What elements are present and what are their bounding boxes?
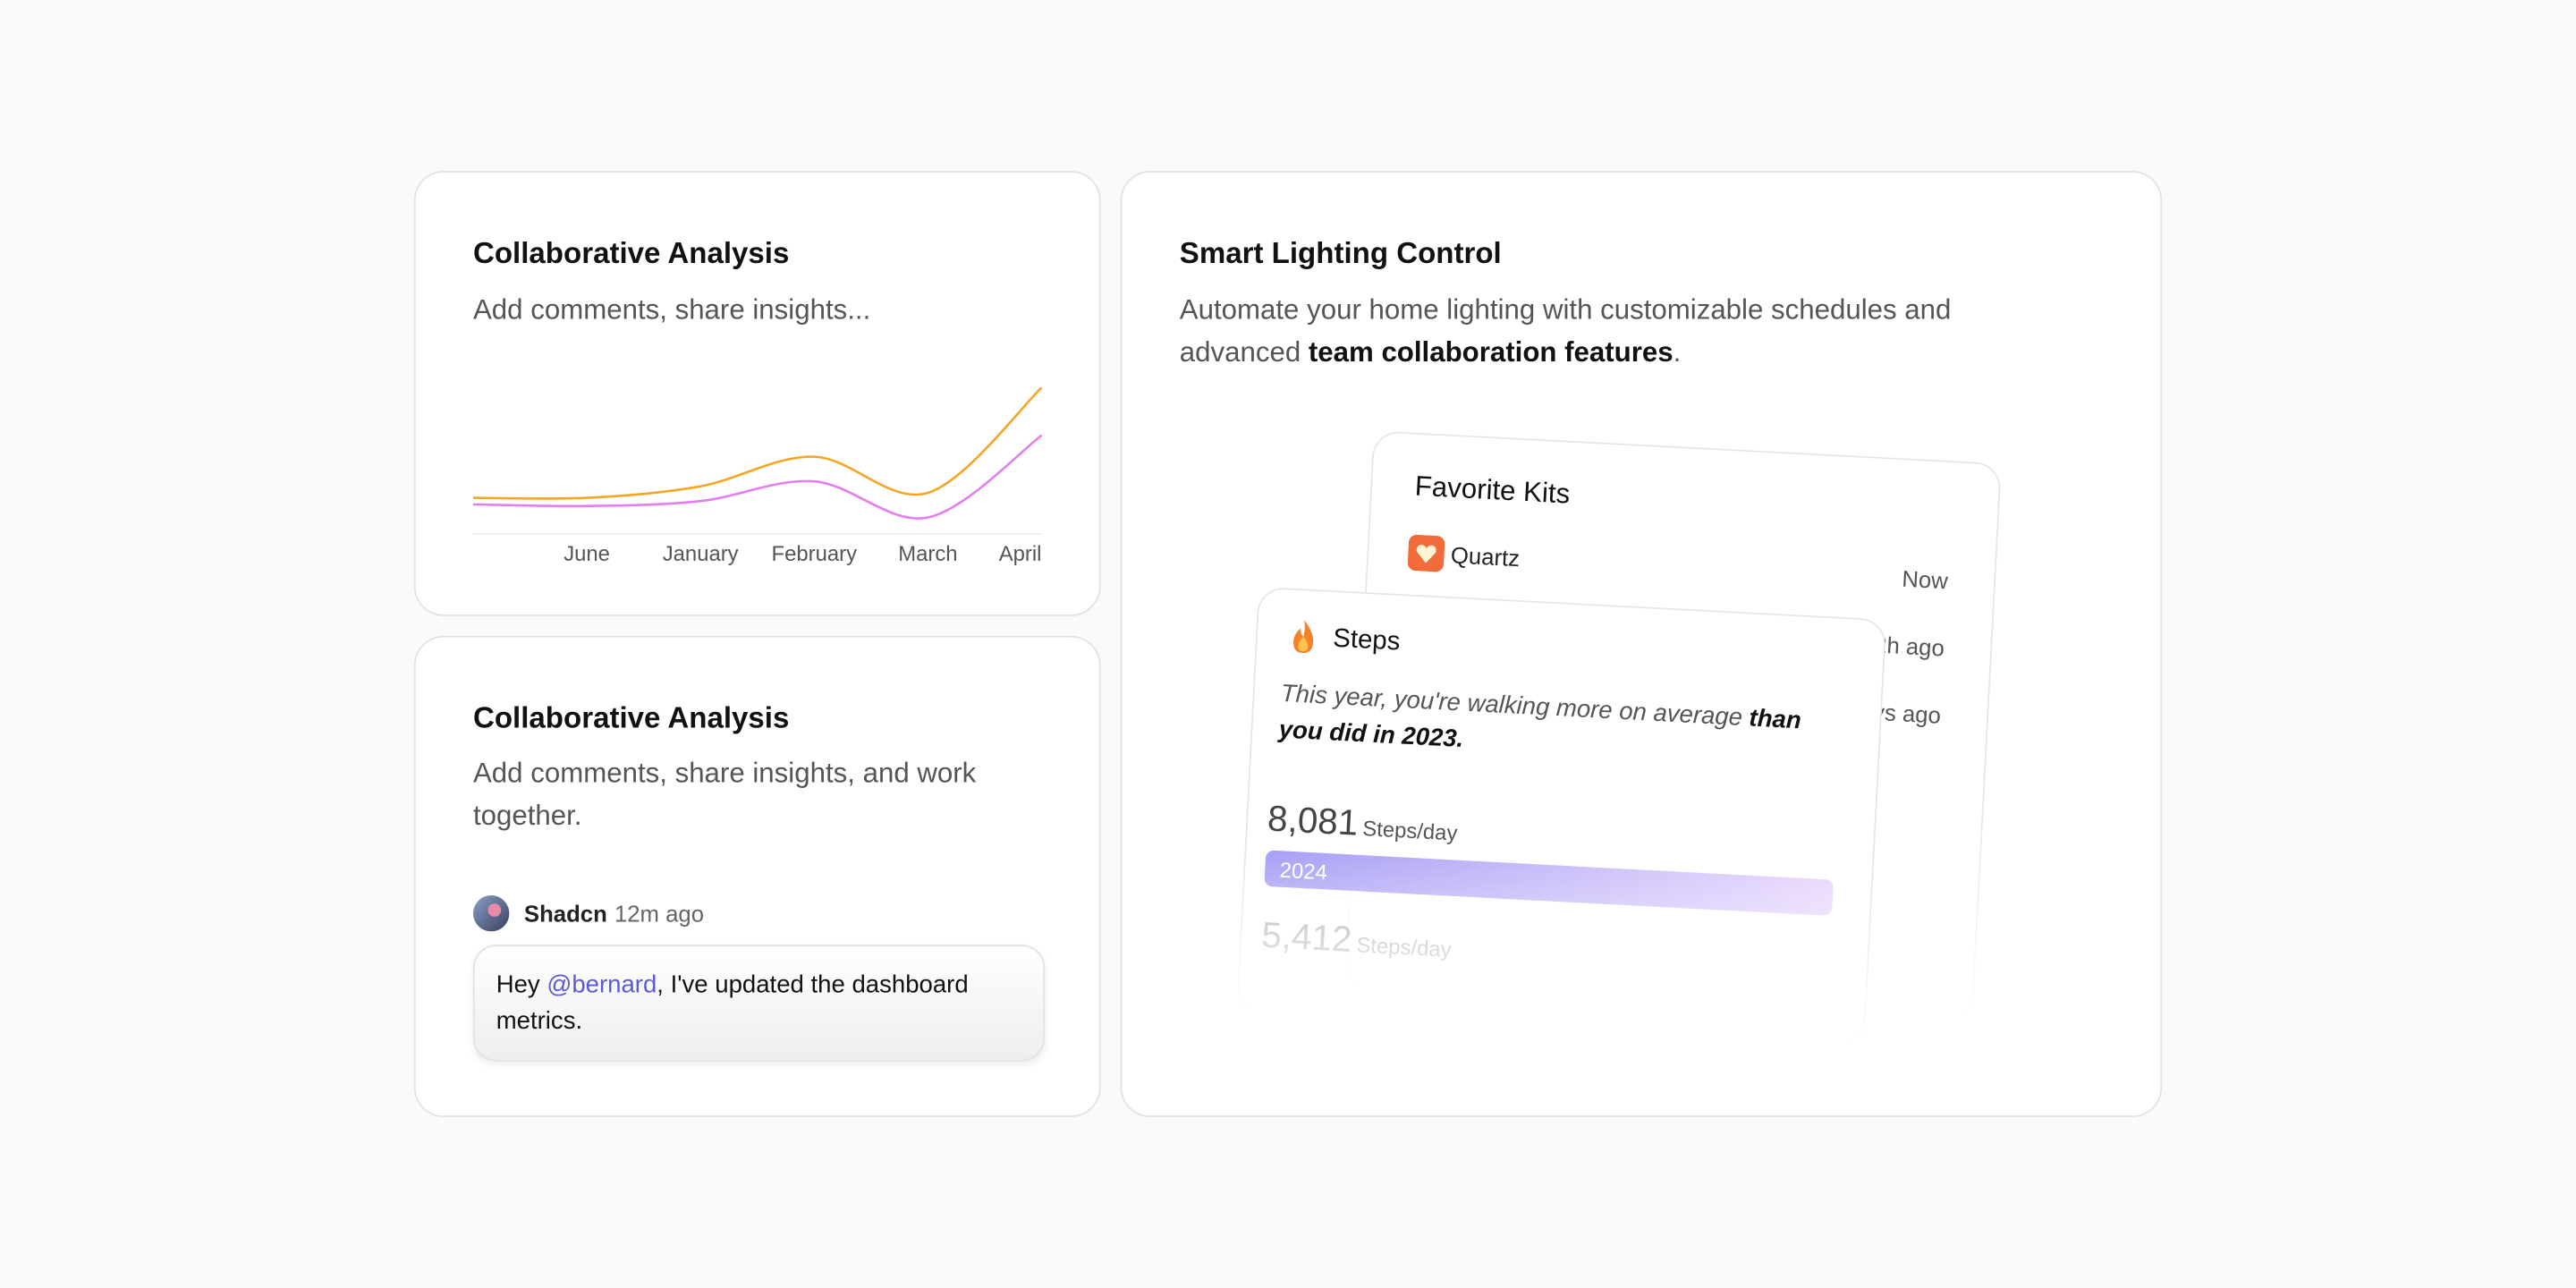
steps-card: Steps This year, you're walking more on … (1235, 586, 1887, 1046)
card-title: Collaborative Analysis (472, 236, 790, 270)
steps-unit: Steps/day (1355, 932, 1453, 962)
description-bold: team collaboration features (1308, 336, 1674, 369)
steps-current: 8,081 (1267, 797, 1360, 843)
comment-time: 12m ago (614, 900, 705, 927)
card-title: Collaborative Analysis (472, 701, 790, 735)
favorites-title: Favorite Kits (1413, 470, 1572, 510)
analysis-chart-card: Collaborative Analysis Add comments, sha… (413, 171, 1101, 616)
favorite-name: Quartz (1450, 541, 1521, 572)
steps-unit: Steps/day (1361, 815, 1459, 846)
card-subtitle: Add comments, share insights... (472, 293, 871, 326)
lighting-card: Smart Lighting Control Automate your hom… (1120, 171, 2163, 1117)
steps-year: 2024 (1279, 857, 1328, 885)
description-text: . (1673, 336, 1682, 369)
favorite-time: Now (1901, 564, 1949, 594)
avatar (472, 895, 510, 932)
comment-text: , I've updated the dashboard metrics. (496, 970, 969, 1036)
comment-bubble: Hey @bernard, I've updated the dashboard… (472, 945, 1046, 1062)
comment-text: Hey (496, 970, 547, 999)
steps-text: This year, you're walking more on averag… (1278, 676, 1848, 778)
comment-mention[interactable]: @bernard (547, 970, 657, 999)
analysis-comment-card: Collaborative Analysis Add comments, sha… (413, 635, 1101, 1117)
steps-title: Steps (1332, 624, 1402, 657)
steps-previous: 5,412 (1260, 913, 1353, 961)
quartz-icon (1407, 534, 1445, 572)
description-text: Automate your home lighting with customi… (1179, 293, 1952, 369)
card-description: Automate your home lighting with customi… (1180, 289, 2034, 375)
comment-author: Shadcn (523, 900, 607, 927)
card-subtitle: Add comments, share insights, and work t… (472, 757, 977, 832)
flame-icon (1293, 620, 1314, 654)
steps-bar: 2024 (1264, 850, 1835, 917)
card-title: Smart Lighting Control (1179, 236, 1502, 270)
favorites-card: Favorite Kits Quartz Now 2h ago 3 days a… (1343, 430, 2003, 1021)
